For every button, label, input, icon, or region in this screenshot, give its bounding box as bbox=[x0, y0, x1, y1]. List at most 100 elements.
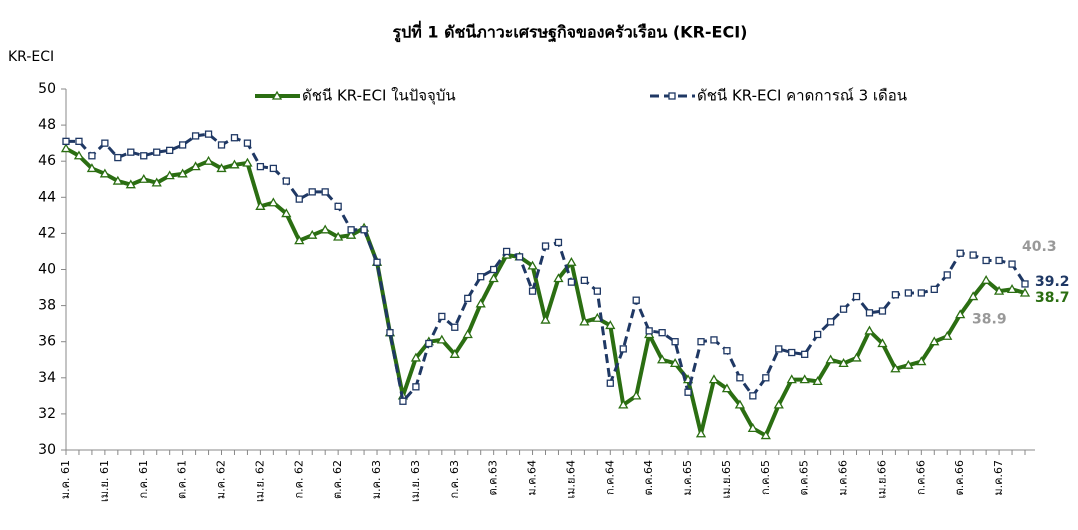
point-marker bbox=[981, 275, 992, 284]
point-marker bbox=[553, 273, 564, 283]
y-tick-label: 42 bbox=[38, 225, 56, 241]
point-marker bbox=[490, 265, 498, 274]
point-marker bbox=[801, 350, 809, 358]
point-marker bbox=[386, 329, 394, 337]
point-marker bbox=[88, 152, 96, 160]
point-marker bbox=[852, 292, 861, 301]
point-marker bbox=[762, 374, 770, 382]
point-marker bbox=[477, 273, 485, 281]
point-marker bbox=[86, 163, 98, 173]
point-marker bbox=[1021, 280, 1029, 288]
point-marker bbox=[736, 374, 744, 382]
point-marker bbox=[281, 208, 292, 218]
point-marker bbox=[1019, 287, 1031, 297]
point-marker bbox=[436, 334, 447, 344]
point-marker bbox=[838, 358, 849, 368]
point-marker bbox=[955, 309, 966, 319]
point-marker bbox=[164, 170, 175, 180]
point-marker bbox=[125, 179, 136, 189]
point-marker bbox=[99, 168, 110, 178]
x-tick-label: ม.ค.66 bbox=[837, 460, 850, 496]
x-tick-label: เม.ย. 63 bbox=[409, 460, 422, 502]
point-marker bbox=[786, 374, 797, 384]
point-marker bbox=[942, 330, 953, 340]
point-marker bbox=[294, 235, 305, 245]
point-marker bbox=[812, 376, 823, 386]
point-marker bbox=[320, 224, 331, 234]
point-marker bbox=[127, 148, 135, 156]
point-marker bbox=[334, 202, 342, 210]
point-marker bbox=[229, 159, 240, 169]
point-marker bbox=[775, 345, 783, 353]
point-marker bbox=[178, 141, 187, 149]
point-marker bbox=[956, 249, 964, 257]
point-marker bbox=[307, 229, 318, 239]
point-marker bbox=[360, 226, 368, 234]
y-tick-label: 44 bbox=[38, 189, 56, 205]
point-marker bbox=[917, 289, 925, 297]
y-tick-label: 36 bbox=[38, 334, 56, 350]
point-marker bbox=[554, 238, 563, 247]
point-marker bbox=[969, 251, 977, 259]
point-marker bbox=[333, 231, 344, 241]
point-marker bbox=[930, 285, 938, 294]
point-marker bbox=[488, 273, 499, 283]
point-marker bbox=[464, 294, 472, 303]
point-marker bbox=[747, 423, 758, 432]
point-marker bbox=[929, 336, 940, 346]
point-marker bbox=[410, 352, 422, 362]
series-line bbox=[65, 146, 1026, 438]
point-marker bbox=[1006, 284, 1018, 294]
x-tick-label: เม.ย. 62 bbox=[253, 460, 266, 502]
point-marker bbox=[657, 354, 668, 364]
point-marker bbox=[671, 338, 679, 346]
point-marker bbox=[216, 163, 227, 173]
point-marker bbox=[760, 430, 771, 440]
x-tick-label: เม.ย.65 bbox=[720, 460, 733, 498]
x-tick-label: ม.ค. 61 bbox=[59, 460, 72, 499]
point-marker bbox=[708, 374, 720, 384]
point-marker bbox=[813, 330, 822, 339]
point-marker bbox=[593, 287, 601, 295]
series-line bbox=[66, 132, 1027, 403]
point-marker bbox=[243, 139, 252, 147]
point-marker bbox=[73, 150, 85, 160]
point-marker bbox=[904, 289, 913, 297]
point-marker bbox=[462, 329, 473, 339]
point-marker bbox=[864, 325, 875, 335]
legend-label: ดัชนี KR-ECI ในปัจจุบัน bbox=[302, 87, 456, 106]
point-marker bbox=[697, 338, 705, 346]
point-marker bbox=[114, 153, 122, 162]
x-tick-label: ก.ค.66 bbox=[914, 460, 927, 495]
value-label: 38.7 bbox=[1035, 290, 1070, 306]
point-marker bbox=[347, 226, 355, 234]
point-marker bbox=[631, 390, 642, 400]
point-marker bbox=[255, 201, 266, 210]
point-marker bbox=[399, 397, 407, 405]
point-marker bbox=[878, 307, 887, 315]
point-marker bbox=[580, 276, 589, 284]
y-axis-label: KR-ECI bbox=[8, 49, 54, 65]
point-marker bbox=[203, 155, 214, 165]
point-marker bbox=[540, 314, 551, 324]
point-marker bbox=[903, 359, 914, 369]
x-tick-label: ก.ค. 63 bbox=[448, 460, 461, 499]
y-tick-label: 50 bbox=[38, 81, 56, 97]
point-marker bbox=[851, 352, 862, 362]
y-tick-label: 30 bbox=[38, 442, 56, 458]
x-tick-label: ม.ค. 63 bbox=[370, 460, 383, 499]
point-marker bbox=[749, 392, 757, 400]
point-marker bbox=[606, 379, 614, 387]
y-tick-label: 48 bbox=[38, 117, 56, 133]
point-marker bbox=[865, 309, 874, 317]
point-marker bbox=[825, 354, 836, 364]
x-tick-label: เม.ย. 61 bbox=[98, 460, 111, 502]
point-marker bbox=[684, 388, 692, 396]
point-marker bbox=[668, 92, 676, 100]
point-marker bbox=[166, 146, 174, 155]
point-marker bbox=[268, 197, 279, 207]
point-marker bbox=[527, 260, 538, 270]
x-tick-label: ม.ค.65 bbox=[681, 460, 694, 496]
x-tick-label: ต.ค.64 bbox=[642, 460, 655, 496]
point-marker bbox=[295, 195, 303, 203]
